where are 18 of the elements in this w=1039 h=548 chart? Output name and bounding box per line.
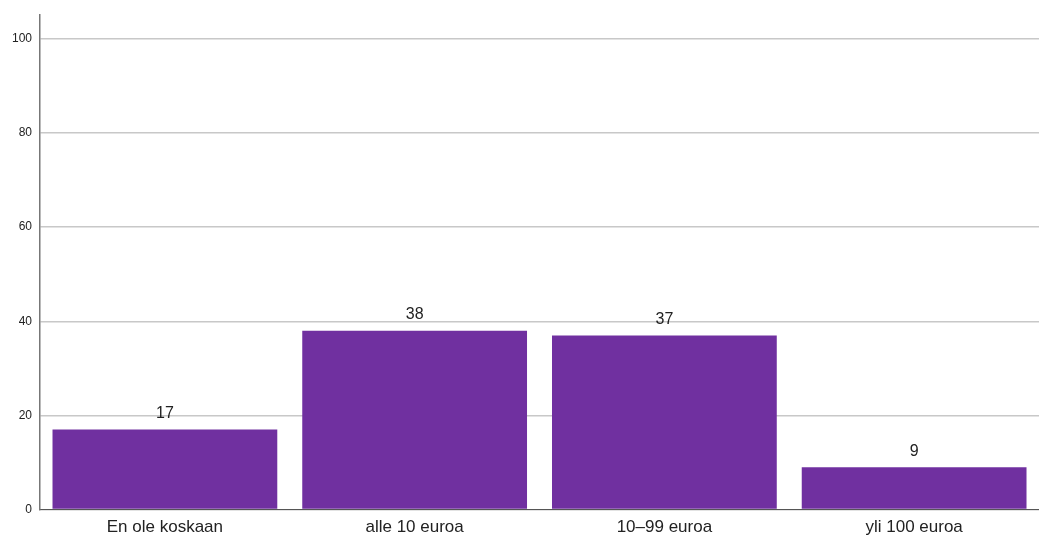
data-label: 38	[405, 305, 424, 323]
x-tick-label: alle 10 euroa	[365, 517, 465, 537]
y-tick-label: 20	[18, 407, 33, 422]
bar	[801, 467, 1027, 509]
data-label: 37	[655, 309, 674, 327]
x-tick-label: 10–99 euroa	[616, 517, 713, 537]
data-label: 17	[156, 403, 174, 421]
y-tick-label: 80	[18, 125, 33, 140]
y-tick-label: 0	[25, 501, 33, 516]
bar	[302, 330, 528, 509]
x-tick-label: En ole koskaan	[106, 517, 224, 537]
y-tick-label: 40	[18, 313, 33, 328]
data-label: 9	[909, 441, 919, 459]
bar	[552, 335, 777, 509]
y-tick-label: 60	[18, 219, 33, 234]
x-tick-label: yli 100 euroa	[865, 517, 964, 537]
bar	[52, 429, 278, 509]
y-tick-label: 100	[11, 31, 33, 46]
